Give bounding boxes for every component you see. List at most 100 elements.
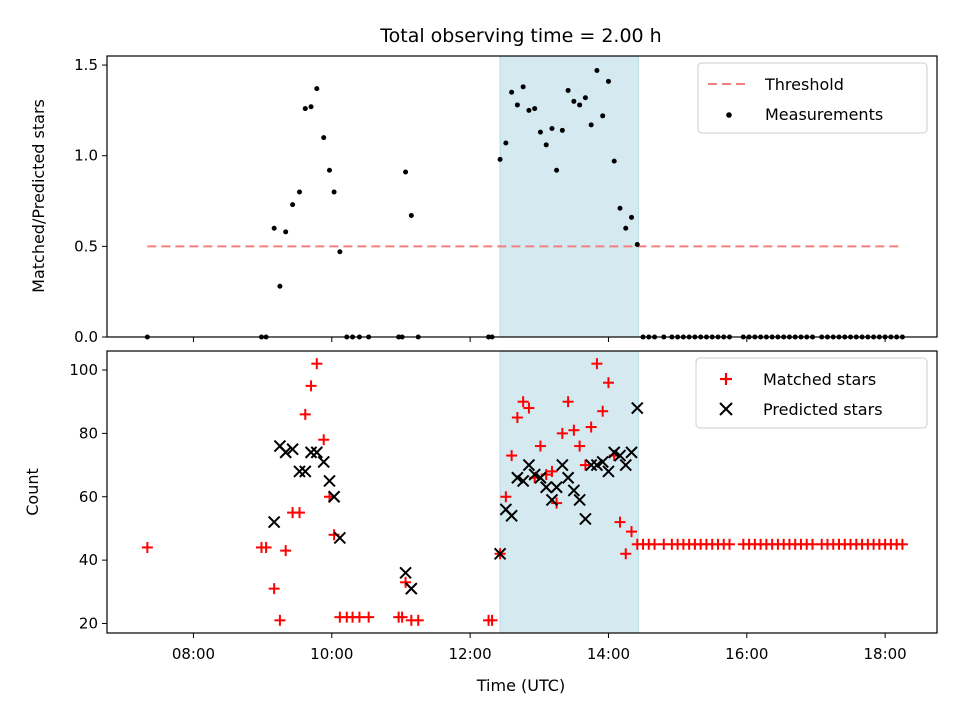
measurement-point [634,242,640,248]
ratio-y-axis-ticks: 0.0 0.5 1.0 1.5 [74,56,107,346]
predicted-star-point [602,465,615,478]
predicted-star-point [625,446,638,459]
matched-star-point [597,405,609,417]
matched-star-point [396,611,408,623]
predicted-star-point [299,465,312,478]
matched-star-point [318,434,330,446]
predicted-star-point [279,446,292,459]
predicted-star-point [613,449,627,462]
matched-star-point [896,538,908,550]
predicted-star-point [516,474,530,488]
measurement-point [537,129,543,135]
matched-star-point [268,583,280,595]
predicted-star-point [631,401,644,415]
measurement-point [290,202,296,208]
measurement-point [321,135,327,141]
measurement-point [497,156,503,162]
predicted-star-point [528,468,541,481]
measurement-point [577,102,583,108]
observing-window-band [499,55,639,338]
predicted-star-point [405,582,418,595]
matched-star-point [500,491,512,503]
matched-star-point [579,459,591,471]
count-y-axis-ticks: 20 40 60 80 100 [69,361,107,632]
y-tick-label: 0.5 [74,237,98,255]
matched-star-point [585,421,597,433]
matched-star-point [602,377,614,389]
measurement-point [277,283,283,289]
predicted-star-point [304,446,318,459]
count-legend: Matched stars Predicted stars [695,357,928,429]
predicted-star-point [619,458,632,472]
ratio-plot-frame [106,55,938,338]
predicted-star-point [561,471,575,484]
predicted-star-point [596,455,609,469]
y-tick-label: 60 [79,488,98,506]
matched-star-point [614,516,626,528]
matched-star-point [506,450,518,462]
matched-star-point [551,497,563,509]
matched-star-point [591,358,603,370]
predicted-star-point [534,471,547,484]
measurement-point [297,189,303,195]
x-tick-label: 18:00 [864,645,907,663]
measurement-point [326,167,332,173]
matched-star-point [523,402,535,414]
y-tick-label: 1.0 [74,147,98,165]
x-tick-label: 16:00 [725,645,768,663]
predicted-star-point [522,458,536,472]
legend-matched-swatch [720,373,732,385]
matched-star-point [568,424,580,436]
matched-star-point [486,614,498,626]
measurement-point [503,140,509,146]
matched-star-point [517,396,529,408]
predicted-star-point [493,547,507,560]
x-tick-label: 10:00 [310,645,353,663]
count-x-axis-ticks: 08:00 10:00 12:00 14:00 16:00 18:00 [172,633,907,663]
measurement-point [520,84,526,90]
count-legend-box [695,357,928,429]
measurement-point [623,225,629,231]
predicted-star-points [267,401,644,595]
predicted-star-point [327,490,341,503]
legend-matched-label: Matched stars [763,370,876,389]
predicted-star-point [573,493,586,507]
measurement-point [526,107,532,113]
measurement-point [403,169,409,175]
measurement-point [308,104,314,110]
matched-star-point [562,396,574,408]
measurement-point [554,167,560,173]
measurement-point [514,102,520,108]
legend-predicted-label: Predicted stars [763,400,883,419]
matched-star-point [400,576,412,588]
x-tick-label: 08:00 [172,645,215,663]
predicted-star-point [545,493,559,507]
measurement-point [331,189,337,195]
predicted-star-point [590,458,604,472]
measurement-point [629,214,635,220]
chart-title: Total observing time = 2.00 h [379,25,661,47]
measurement-point [605,78,611,84]
predicted-star-point [293,465,306,478]
predicted-star-point [511,471,524,484]
predicted-star-point [399,566,412,580]
predicted-star-point [505,509,518,522]
measurement-point [549,126,555,132]
measurement-point [611,158,617,164]
measurement-point [283,229,289,235]
matched-star-point [649,538,661,550]
matched-star-point [724,538,735,550]
x-tick-label: 12:00 [449,645,492,663]
measurement-point [600,113,606,119]
measurement-point [565,87,571,93]
legend-measurements-swatch [726,112,732,118]
x-axis-label: Time (UTC) [476,676,565,695]
observing-window-band [499,350,639,634]
predicted-star-point [310,446,324,459]
predicted-star-point [550,481,563,494]
count-panel: 20 40 60 80 100 08:00 10:00 12:00 14:00 16:00 18:… [23,350,938,695]
predicted-star-point [323,474,336,488]
measurement-point [337,249,343,255]
matched-star-point [299,408,311,420]
matched-star-point [534,440,546,452]
